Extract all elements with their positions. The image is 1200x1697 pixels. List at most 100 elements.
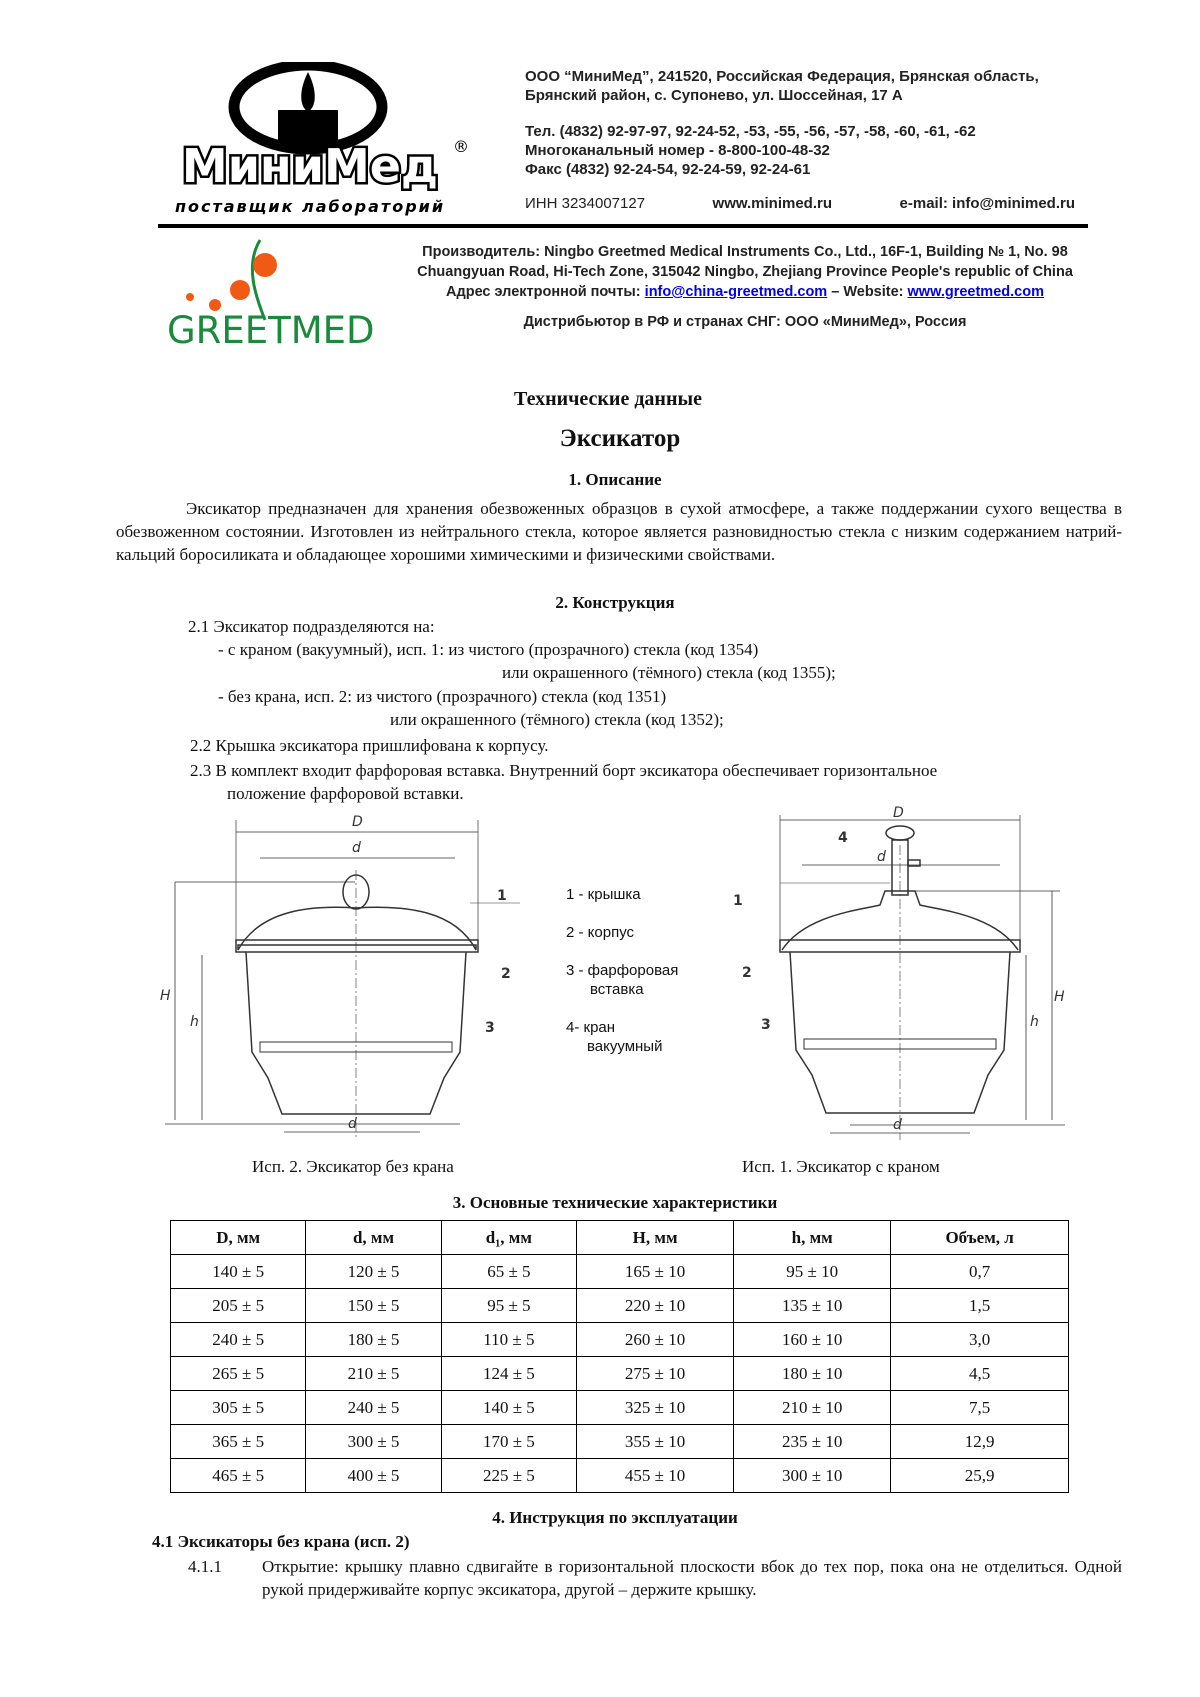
dim-H-label: H bbox=[1054, 989, 1065, 1005]
table-cell: 120 ± 5 bbox=[305, 1254, 442, 1289]
callout-4: 4 bbox=[838, 830, 848, 846]
item-4-1-1-number: 4.1.1 bbox=[188, 1557, 222, 1576]
item-2-3: 2.3 В комплект входит фарфоровая вставка… bbox=[190, 761, 938, 780]
table-cell: 260 ± 10 bbox=[576, 1322, 735, 1357]
legend-item: 4- кран bbox=[566, 1019, 616, 1036]
manufacturer-line1: Производитель: Ningbo Greetmed Medical I… bbox=[422, 244, 1068, 260]
legend-item: 3 - фарфоровая bbox=[566, 962, 679, 979]
table-cell: 95 ± 10 bbox=[733, 1254, 892, 1289]
callout-3: 3 bbox=[761, 1017, 771, 1033]
callout-1: 1 bbox=[497, 888, 507, 904]
table-row: 205 ± 5 150 ± 5 95 ± 5 220 ± 10 135 ± 10 1,5 bbox=[169, 1288, 1069, 1323]
phone: Тел. (4832) 92-97-97, 92-24-52, -53, -55… bbox=[525, 123, 976, 140]
section3-title: 3. Основные технические характеристики bbox=[452, 1193, 778, 1212]
website-label: – Website: bbox=[827, 284, 908, 300]
table-cell: 325 ± 10 bbox=[576, 1390, 735, 1425]
table-cell: 180 ± 5 bbox=[305, 1322, 442, 1357]
dim-d-label: d bbox=[877, 849, 886, 865]
table-cell: 355 ± 10 bbox=[576, 1424, 735, 1459]
dim-H-label: H bbox=[160, 988, 171, 1004]
table-cell: 135 ± 10 bbox=[733, 1288, 892, 1323]
email[interactable]: e-mail: info@minimed.ru bbox=[899, 195, 1075, 212]
website[interactable]: www.minimed.ru bbox=[712, 195, 833, 212]
table-cell: 305 ± 5 bbox=[169, 1390, 307, 1425]
minimed-logo: МиниМед ® поставщик лабораторий bbox=[175, 62, 469, 216]
column-header: Объем, л bbox=[890, 1220, 1069, 1255]
minimed-logo-text: МиниМед bbox=[182, 139, 438, 193]
table-cell: 275 ± 10 bbox=[576, 1356, 735, 1391]
section2-title: 2. Конструкция bbox=[555, 593, 675, 612]
table-cell: 455 ± 10 bbox=[576, 1458, 735, 1493]
column-header: D, мм bbox=[169, 1220, 307, 1255]
fax: Факс (4832) 92-24-54, 92-24-59, 92-24-61 bbox=[525, 161, 811, 178]
legend-item: 1 - крышка bbox=[566, 886, 641, 903]
item-4-1-1-text: Открытие: крышку плавно сдвигайте в гори… bbox=[262, 1557, 1122, 1599]
table-row: 465 ± 5 400 ± 5 225 ± 5 455 ± 10 300 ± 10 25,… bbox=[169, 1458, 1069, 1493]
item-2-1b: или окрашенного (тёмного) стекла (код 13… bbox=[502, 663, 836, 682]
address-line1: ООО “МиниМед”, 241520, Российская Федера… bbox=[525, 68, 1039, 85]
table-cell: 365 ± 5 bbox=[169, 1424, 307, 1459]
minimed-slogan: поставщик лабораторий bbox=[175, 197, 445, 216]
table-cell: 65 ± 5 bbox=[440, 1254, 578, 1289]
table-cell: 160 ± 10 bbox=[733, 1322, 892, 1357]
section1-text: Эксикатор предназначен для хранения обез… bbox=[116, 499, 1122, 564]
dim-D-label: D bbox=[893, 805, 904, 821]
callout-1: 1 bbox=[733, 893, 743, 909]
desiccator-without-valve-drawing: D d H h d 1 2 3 bbox=[160, 814, 520, 1140]
section4-title: 4. Инструкция по эксплуатации bbox=[492, 1508, 738, 1527]
table-header-row: D, мм d, мм d₁, мм H, мм h, мм Объем, л bbox=[169, 1220, 1069, 1255]
table-cell: 3,0 bbox=[890, 1322, 1069, 1357]
multichannel: Многоканальный номер - 8-800-100-48-32 bbox=[525, 142, 830, 159]
item-2-1c: - без крана, исп. 2: из чистого (прозрач… bbox=[218, 687, 667, 706]
manufacturer-line2: Chuangyuan Road, Hi-Tech Zone, 315042 Ni… bbox=[417, 264, 1073, 280]
table-cell: 124 ± 5 bbox=[440, 1356, 578, 1391]
table-cell: 235 ± 10 bbox=[733, 1424, 892, 1459]
table-row: 365 ± 5 300 ± 5 170 ± 5 355 ± 10 235 ± 10 12,… bbox=[169, 1424, 1069, 1459]
greetmed-website-link[interactable]: www.greetmed.com bbox=[907, 284, 1044, 300]
table-cell: 210 ± 5 bbox=[305, 1356, 442, 1391]
table-row: 240 ± 5 180 ± 5 110 ± 5 260 ± 10 160 ± 10 3,0 bbox=[169, 1322, 1069, 1357]
table-cell: 1,5 bbox=[890, 1288, 1069, 1323]
column-header: d, мм bbox=[305, 1220, 442, 1255]
table-cell: 7,5 bbox=[890, 1390, 1069, 1425]
section1-title: 1. Описание bbox=[568, 470, 662, 489]
table-cell: 205 ± 5 bbox=[169, 1288, 307, 1323]
caption-left: Исп. 2. Эксикатор без крана bbox=[252, 1157, 454, 1176]
table-cell: 12,9 bbox=[890, 1424, 1069, 1459]
table-cell: 265 ± 5 bbox=[169, 1356, 307, 1391]
table-cell: 300 ± 10 bbox=[733, 1458, 892, 1493]
legend-item: вакуумный bbox=[587, 1038, 663, 1055]
dim-D-label: D bbox=[352, 814, 363, 830]
table-cell: 165 ± 10 bbox=[576, 1254, 735, 1289]
legend-item: 2 - корпус bbox=[566, 924, 635, 941]
doc-title: Технические данные bbox=[514, 388, 702, 410]
table-cell: 0,7 bbox=[890, 1254, 1069, 1289]
table-cell: 220 ± 10 bbox=[576, 1288, 735, 1323]
table-cell: 150 ± 5 bbox=[305, 1288, 442, 1323]
table-cell: 225 ± 5 bbox=[440, 1458, 578, 1493]
item-2-2: 2.2 Крышка эксикатора пришлифована к кор… bbox=[190, 736, 549, 755]
desiccator-with-valve-drawing: D d H h d 4 1 2 3 bbox=[733, 805, 1065, 1140]
table-cell: 110 ± 5 bbox=[440, 1322, 578, 1357]
table-cell: 140 ± 5 bbox=[169, 1254, 307, 1289]
table-cell: 25,9 bbox=[890, 1458, 1069, 1493]
item-2-1d: или окрашенного (тёмного) стекла (код 13… bbox=[390, 710, 724, 729]
email-label: Адрес электронной почты: bbox=[446, 284, 645, 300]
table-cell: 240 ± 5 bbox=[169, 1322, 307, 1357]
callout-3: 3 bbox=[485, 1020, 495, 1036]
table-cell: 400 ± 5 bbox=[305, 1458, 442, 1493]
svg-text:®: ® bbox=[453, 137, 469, 156]
greetmed-email-link[interactable]: info@china-greetmed.com bbox=[644, 284, 828, 300]
column-header: H, мм bbox=[576, 1220, 735, 1255]
item-2-1a: - с краном (вакуумный), исп. 1: из чисто… bbox=[218, 640, 759, 659]
table-cell: 240 ± 5 bbox=[305, 1390, 442, 1425]
dim-d1-label: d bbox=[893, 1117, 902, 1133]
table-row: 140 ± 5 120 ± 5 65 ± 5 165 ± 10 95 ± 10 0,7 bbox=[169, 1254, 1069, 1289]
table-cell: 180 ± 10 bbox=[733, 1356, 892, 1391]
table-cell: 170 ± 5 bbox=[440, 1424, 578, 1459]
greetmed-logo-text: GREETMED bbox=[167, 309, 375, 350]
table-cell: 300 ± 5 bbox=[305, 1424, 442, 1459]
distributor: Дистрибьютор в РФ и странах СНГ: ООО «Ми… bbox=[523, 314, 967, 330]
dim-d1-label: d bbox=[348, 1116, 357, 1132]
section4-1-title: 4.1 Эксикаторы без крана (исп. 2) bbox=[152, 1532, 410, 1551]
